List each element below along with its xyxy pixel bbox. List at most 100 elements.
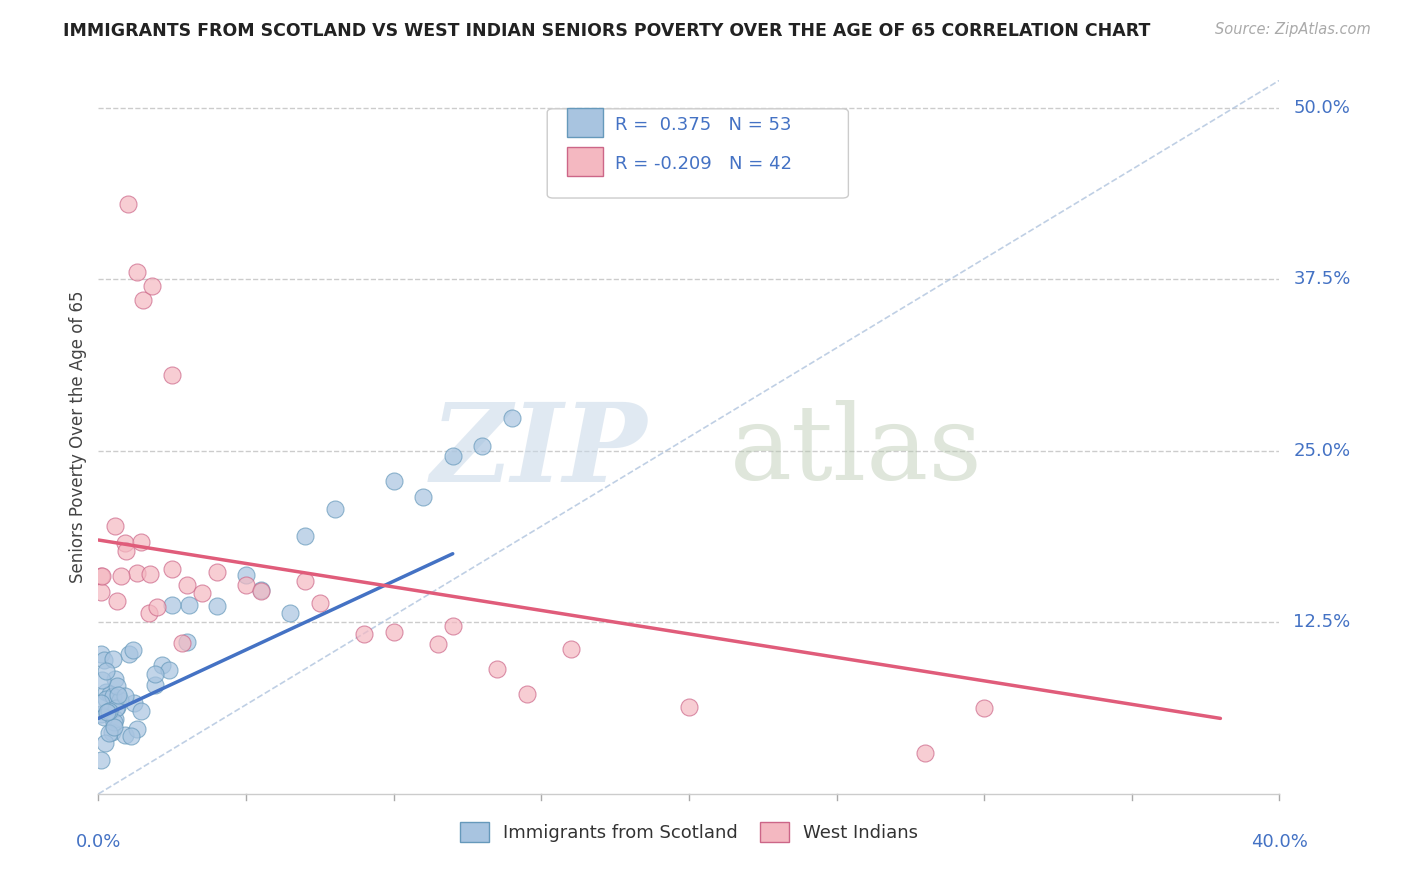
Text: 0.0%: 0.0%: [76, 833, 121, 851]
Point: [146, 600, 169, 615]
Point: [143, 678, 166, 692]
Point: [108, 692, 131, 706]
Point: [125, 723, 148, 737]
Point: [115, 544, 138, 558]
Point: [103, 652, 125, 666]
Point: [90, 647, 112, 661]
Point: [125, 265, 148, 279]
Point: [114, 689, 136, 703]
Point: [250, 582, 273, 597]
Point: [110, 569, 132, 583]
Text: IMMIGRANTS FROM SCOTLAND VS WEST INDIAN SENIORS POVERTY OVER THE AGE OF 65 CORRE: IMMIGRANTS FROM SCOTLAND VS WEST INDIAN …: [63, 22, 1150, 40]
Point: [129, 535, 152, 549]
Point: [309, 596, 332, 610]
Point: [914, 746, 936, 760]
Point: [560, 641, 582, 656]
Point: [471, 439, 494, 453]
Point: [427, 637, 450, 651]
Text: R =  0.375   N = 53: R = 0.375 N = 53: [614, 116, 792, 134]
Point: [94, 664, 117, 678]
Point: [382, 625, 405, 640]
Point: [441, 619, 464, 633]
Point: [93, 710, 115, 724]
Point: [90, 569, 112, 583]
Text: 12.5%: 12.5%: [1294, 614, 1351, 632]
Point: [143, 667, 166, 681]
Point: [157, 663, 180, 677]
Point: [98, 726, 121, 740]
Point: [94, 685, 117, 699]
Text: 50.0%: 50.0%: [1294, 99, 1350, 117]
Text: Source: ZipAtlas.com: Source: ZipAtlas.com: [1215, 22, 1371, 37]
Point: [104, 701, 127, 715]
Text: ZIP: ZIP: [432, 398, 648, 505]
Point: [114, 728, 136, 742]
Point: [114, 536, 136, 550]
Point: [205, 599, 228, 614]
Point: [103, 720, 125, 734]
Point: [441, 449, 464, 463]
Point: [138, 606, 160, 620]
Point: [353, 627, 375, 641]
Point: [412, 490, 434, 504]
Point: [382, 474, 405, 488]
Point: [105, 594, 128, 608]
Point: [103, 519, 125, 533]
Point: [176, 578, 198, 592]
Point: [162, 562, 183, 576]
Point: [501, 410, 523, 425]
Point: [104, 712, 127, 726]
Point: [177, 598, 200, 612]
Text: 40.0%: 40.0%: [1251, 833, 1308, 851]
Point: [280, 606, 302, 620]
Point: [90, 696, 112, 710]
Point: [117, 196, 139, 211]
Point: [250, 583, 273, 598]
Point: [90, 754, 112, 768]
Point: [172, 636, 194, 650]
Point: [235, 567, 257, 582]
Point: [150, 657, 173, 672]
Point: [105, 700, 128, 714]
Point: [91, 569, 114, 583]
FancyBboxPatch shape: [567, 108, 603, 136]
Point: [93, 736, 115, 750]
Point: [98, 687, 121, 701]
Point: [141, 279, 163, 293]
Point: [132, 293, 155, 307]
Point: [104, 673, 127, 687]
Point: [122, 643, 145, 657]
Text: 37.5%: 37.5%: [1294, 270, 1351, 288]
Point: [90, 584, 112, 599]
Point: [516, 687, 538, 701]
Point: [131, 704, 153, 718]
Text: atlas: atlas: [730, 401, 983, 502]
Point: [973, 701, 995, 715]
Point: [294, 529, 316, 543]
Point: [191, 586, 214, 600]
Point: [678, 700, 700, 714]
Point: [98, 705, 121, 719]
Point: [96, 706, 118, 720]
Point: [139, 566, 162, 581]
Point: [90, 706, 112, 721]
Point: [103, 715, 125, 730]
Point: [125, 566, 148, 581]
Point: [176, 635, 198, 649]
Text: R = -0.209   N = 42: R = -0.209 N = 42: [614, 155, 792, 173]
Point: [323, 501, 346, 516]
Point: [107, 688, 129, 702]
FancyBboxPatch shape: [547, 109, 848, 198]
Point: [294, 574, 316, 589]
Point: [90, 673, 112, 687]
Point: [101, 724, 124, 739]
Text: 25.0%: 25.0%: [1294, 442, 1351, 459]
Point: [118, 647, 141, 661]
Point: [486, 662, 509, 676]
Point: [235, 578, 257, 592]
Point: [120, 729, 142, 743]
FancyBboxPatch shape: [567, 147, 603, 176]
Point: [205, 565, 228, 579]
Point: [162, 368, 183, 383]
Point: [162, 598, 183, 612]
